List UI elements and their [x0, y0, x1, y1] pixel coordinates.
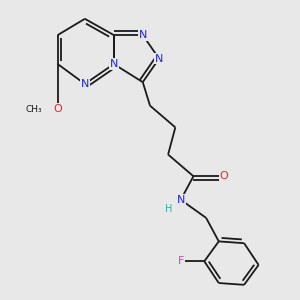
- Text: H: H: [165, 204, 173, 214]
- Text: O: O: [53, 104, 62, 114]
- Text: CH₃: CH₃: [26, 105, 42, 114]
- Text: N: N: [177, 195, 185, 205]
- Text: N: N: [110, 59, 118, 69]
- Text: N: N: [81, 79, 89, 89]
- Text: O: O: [220, 171, 229, 181]
- Text: F: F: [178, 256, 184, 266]
- Text: N: N: [139, 30, 147, 40]
- Text: N: N: [155, 54, 163, 64]
